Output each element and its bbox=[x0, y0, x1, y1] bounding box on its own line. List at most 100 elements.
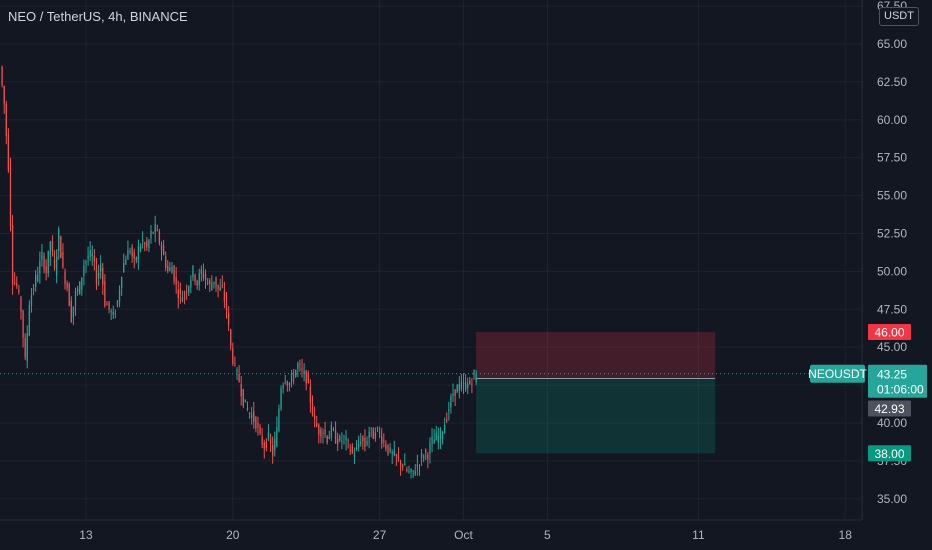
candle bbox=[152, 231, 154, 235]
candle-body bbox=[211, 283, 213, 291]
candle-body bbox=[217, 284, 219, 289]
candle bbox=[448, 401, 450, 421]
candle bbox=[278, 404, 280, 433]
stop-price-tag: 46.00 bbox=[874, 326, 904, 340]
y-tick-label: 55.00 bbox=[877, 189, 907, 203]
candle bbox=[37, 266, 39, 283]
candle bbox=[9, 157, 12, 232]
candle-body bbox=[255, 417, 257, 429]
candle-body bbox=[196, 280, 198, 286]
candle bbox=[458, 376, 460, 399]
candle-body bbox=[301, 368, 303, 370]
candle bbox=[45, 259, 47, 281]
take-profit-zone[interactable] bbox=[476, 378, 716, 454]
candle-body bbox=[423, 456, 425, 458]
candle bbox=[106, 301, 108, 306]
position-zones[interactable] bbox=[476, 332, 716, 454]
candle-body bbox=[429, 443, 431, 454]
candle bbox=[198, 268, 200, 291]
last-price-tag: 43.25 bbox=[877, 368, 907, 382]
candle bbox=[74, 287, 77, 316]
candle bbox=[116, 299, 119, 308]
candle bbox=[399, 459, 402, 476]
candle bbox=[431, 427, 433, 453]
candle-body bbox=[141, 239, 144, 242]
candle bbox=[439, 426, 442, 450]
candle bbox=[148, 238, 150, 253]
candle-body bbox=[137, 245, 140, 260]
candle-body bbox=[259, 426, 261, 434]
candle bbox=[240, 375, 242, 406]
candle-body bbox=[198, 273, 200, 286]
candle bbox=[408, 465, 410, 474]
y-tick-label: 52.50 bbox=[877, 226, 907, 240]
candle bbox=[351, 443, 354, 455]
candle-body bbox=[206, 282, 209, 284]
symbol-tag-bg bbox=[810, 364, 865, 383]
candle bbox=[341, 432, 343, 450]
candle-body bbox=[148, 240, 150, 249]
candle bbox=[70, 296, 72, 324]
candle-body bbox=[404, 463, 406, 466]
candle bbox=[370, 427, 372, 438]
candle-body bbox=[104, 281, 106, 306]
candle bbox=[41, 243, 43, 267]
candle-body bbox=[49, 241, 51, 256]
candle-body bbox=[322, 432, 324, 435]
candle bbox=[221, 275, 223, 289]
candle bbox=[66, 280, 68, 292]
candle-body bbox=[297, 363, 299, 369]
candle bbox=[324, 421, 326, 438]
candle bbox=[137, 239, 140, 270]
candle bbox=[406, 466, 408, 473]
candle bbox=[39, 251, 41, 284]
candle-body bbox=[236, 369, 238, 373]
y-tick-label: 57.50 bbox=[877, 151, 907, 165]
candle-body bbox=[337, 438, 339, 445]
candle bbox=[311, 395, 314, 417]
candle-body bbox=[125, 259, 127, 265]
candle bbox=[328, 430, 330, 440]
stop-price-tag-bg bbox=[868, 324, 911, 341]
candle-body bbox=[414, 471, 416, 475]
candle-body bbox=[22, 310, 24, 338]
candle bbox=[192, 265, 194, 281]
candle bbox=[234, 356, 236, 367]
candle-body bbox=[213, 281, 215, 284]
candle-body bbox=[435, 432, 437, 441]
candle bbox=[460, 374, 463, 392]
candle-body bbox=[135, 257, 137, 262]
candle bbox=[213, 281, 215, 289]
candle-body bbox=[458, 384, 460, 392]
candle-body bbox=[324, 430, 326, 435]
candle bbox=[158, 228, 161, 246]
candle-body bbox=[160, 245, 163, 251]
candle-body bbox=[288, 382, 291, 385]
candle-body bbox=[227, 312, 230, 325]
candle-body bbox=[263, 442, 265, 449]
symbol-title[interactable]: NEO / TetherUS, 4h, BINANCE bbox=[8, 9, 188, 24]
candle bbox=[292, 368, 295, 385]
candle-body bbox=[418, 465, 421, 467]
candle bbox=[425, 448, 427, 460]
stop-loss-zone[interactable] bbox=[476, 332, 716, 379]
candle-body bbox=[41, 251, 43, 260]
candle bbox=[330, 421, 333, 442]
candle-body bbox=[395, 454, 398, 457]
candle-body bbox=[307, 373, 309, 383]
candle-body bbox=[97, 272, 100, 278]
candle-body bbox=[102, 267, 104, 285]
x-tick-label: 27 bbox=[373, 528, 387, 542]
candle-body bbox=[305, 370, 307, 384]
candle-body bbox=[165, 256, 167, 268]
candle bbox=[433, 429, 435, 444]
candle bbox=[397, 447, 400, 462]
candle bbox=[301, 358, 303, 378]
candle bbox=[76, 285, 79, 296]
candle-body bbox=[85, 260, 87, 264]
candle-body bbox=[5, 103, 7, 137]
candle-body bbox=[339, 436, 341, 441]
currency-badge[interactable]: USDT bbox=[879, 7, 919, 26]
candle-body bbox=[16, 283, 18, 286]
